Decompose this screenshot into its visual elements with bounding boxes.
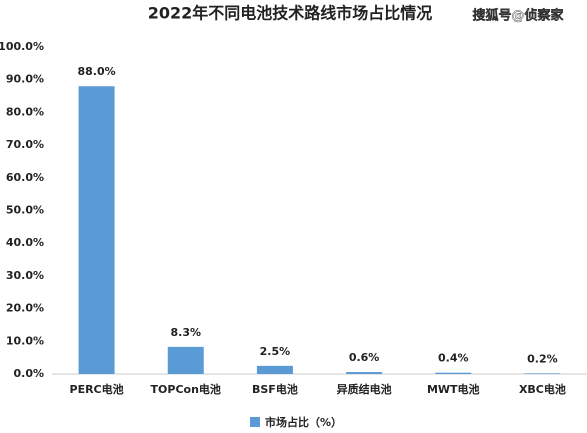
x-tick-label: TOPCon电池 — [151, 382, 221, 396]
y-tick-label: 30.0% — [6, 269, 44, 282]
y-tick-label: 50.0% — [6, 204, 44, 217]
x-tick-label: XBC电池 — [519, 382, 566, 396]
y-tick-label: 100.0% — [0, 40, 44, 53]
value-label: 0.2% — [527, 352, 558, 365]
bar — [346, 372, 383, 374]
value-label: 88.0% — [77, 65, 115, 78]
x-tick-label: 异质结电池 — [337, 382, 392, 396]
y-tick-label: 10.0% — [6, 334, 44, 347]
chart-title: 2022年不同电池技术路线市场占比情况 — [148, 4, 433, 23]
value-label: 0.6% — [349, 351, 380, 364]
y-tick-label: 70.0% — [6, 138, 44, 151]
legend-swatch — [250, 417, 260, 427]
x-tick-label: PERC电池 — [70, 382, 124, 396]
y-tick-label: 90.0% — [6, 73, 44, 86]
x-tick-label: MWT电池 — [427, 382, 480, 396]
bar — [256, 365, 293, 374]
value-label: 0.4% — [438, 352, 469, 365]
value-label: 8.3% — [170, 326, 201, 339]
bar — [167, 346, 204, 374]
y-tick-label: 20.0% — [6, 302, 44, 315]
x-tick-label: BSF电池 — [252, 382, 298, 396]
y-tick-label: 80.0% — [6, 105, 44, 118]
bar — [78, 86, 115, 375]
value-label: 2.5% — [260, 345, 291, 358]
y-tick-label: 40.0% — [6, 236, 44, 249]
y-tick-label: 60.0% — [6, 171, 44, 184]
bar — [435, 372, 472, 374]
watermark: 搜狐号@侦察家 — [472, 8, 564, 24]
y-tick-label: 0.0% — [13, 367, 44, 380]
legend-label: 市场占比（%） — [265, 415, 342, 429]
bar — [524, 373, 561, 374]
